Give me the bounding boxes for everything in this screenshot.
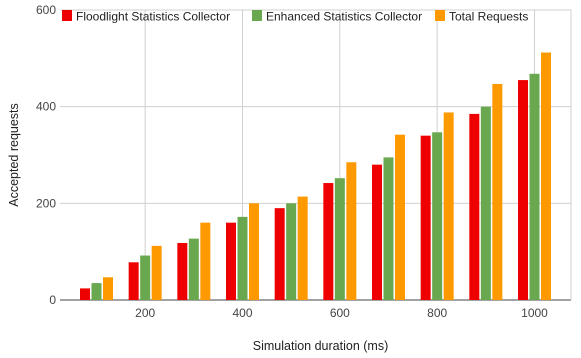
y-tick-label: 0 — [49, 293, 56, 307]
legend-label: Floodlight Statistics Collector — [76, 10, 230, 24]
bar-floodlight-statistics-collector-1000 — [518, 80, 528, 300]
bar-floodlight-statistics-collector-400 — [226, 222, 236, 300]
bar-floodlight-statistics-collector-700 — [372, 164, 382, 300]
legend: Floodlight Statistics Collector Enhanced … — [62, 10, 528, 24]
y-tick-label: 200 — [36, 196, 56, 210]
bar-enhanced-statistics-collector-1000 — [529, 73, 540, 300]
x-tick-label: 800 — [427, 306, 447, 320]
bar-total-requests-800 — [443, 112, 454, 300]
x-axis-title: Simulation duration (ms) — [253, 339, 388, 353]
bar-enhanced-statistics-collector-600 — [334, 178, 345, 300]
y-axis-title: Accepted requests — [7, 103, 21, 207]
bar-total-requests-900 — [492, 83, 503, 300]
y-tick-label: 400 — [36, 100, 56, 114]
bar-enhanced-statistics-collector-800 — [432, 132, 443, 300]
bar-total-requests-1000 — [541, 52, 551, 301]
bar-floodlight-statistics-collector-100 — [80, 288, 90, 300]
bar-enhanced-statistics-collector-100 — [91, 283, 102, 300]
bar-floodlight-statistics-collector-500 — [274, 208, 285, 300]
bar-enhanced-statistics-collector-700 — [383, 157, 394, 300]
bars — [80, 52, 551, 301]
legend-label: Total Requests — [449, 10, 528, 24]
bar-enhanced-statistics-collector-500 — [286, 203, 297, 300]
x-tick-label: 400 — [232, 306, 252, 320]
bar-enhanced-statistics-collector-900 — [480, 106, 491, 301]
bar-floodlight-statistics-collector-900 — [469, 113, 480, 301]
bar-enhanced-statistics-collector-400 — [237, 216, 248, 300]
bar-total-requests-300 — [200, 222, 211, 300]
x-tick-label: 600 — [330, 306, 350, 320]
bar-total-requests-700 — [395, 134, 405, 300]
x-tick-label: 200 — [135, 306, 155, 320]
bar-floodlight-statistics-collector-200 — [128, 262, 139, 300]
bar-total-requests-600 — [346, 162, 357, 300]
bar-total-requests-100 — [103, 277, 113, 300]
y-tick-label: 600 — [36, 3, 56, 17]
legend-swatch — [252, 10, 262, 21]
bar-floodlight-statistics-collector-300 — [177, 242, 188, 300]
bar-floodlight-statistics-collector-800 — [420, 135, 431, 300]
x-tick-label: 1000 — [521, 306, 548, 320]
axes: 0 200 400 600 200 400 600 800 1000 — [36, 3, 548, 320]
bar-enhanced-statistics-collector-300 — [188, 238, 199, 300]
legend-swatch — [435, 10, 445, 21]
bar-total-requests-400 — [249, 203, 259, 300]
legend-label: Enhanced Statistics Collector — [266, 10, 422, 24]
legend-swatch — [62, 10, 72, 21]
bar-enhanced-statistics-collector-200 — [140, 255, 151, 300]
bar-total-requests-500 — [297, 196, 308, 300]
bar-total-requests-200 — [151, 245, 162, 300]
bar-floodlight-statistics-collector-600 — [323, 183, 334, 300]
